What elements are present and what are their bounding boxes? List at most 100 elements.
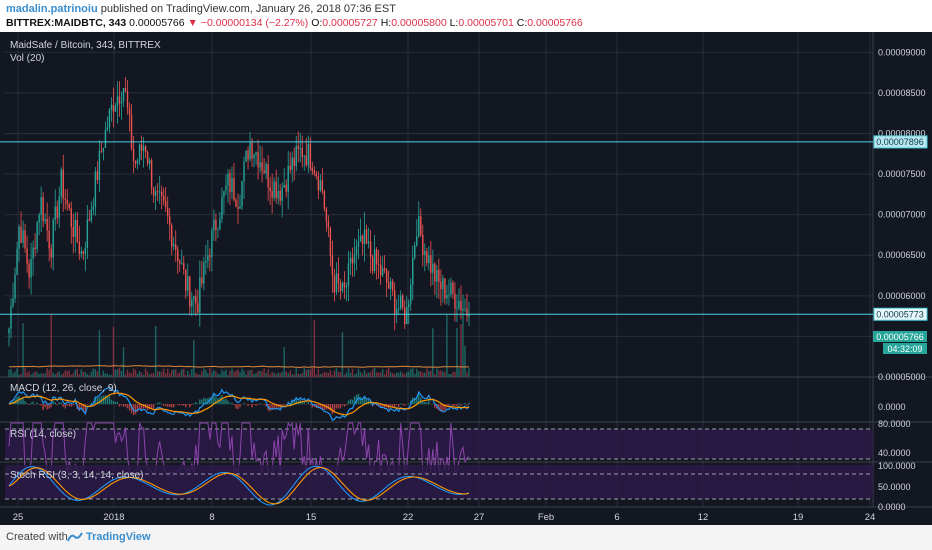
volume-bar bbox=[321, 373, 324, 377]
price-change: −0.00000134 (−2.27%) bbox=[200, 17, 309, 29]
macd-histogram-bar bbox=[30, 402, 32, 405]
macd-histogram-bar bbox=[62, 404, 64, 407]
high-label: H: bbox=[380, 17, 392, 29]
volume-bar bbox=[64, 370, 66, 377]
volume-bar bbox=[221, 369, 223, 377]
price-pane[interactable]: MaidSafe / Bitcoin, 343, BITTREX Vol (20… bbox=[0, 40, 873, 377]
macd-histogram-bar bbox=[90, 402, 93, 405]
macd-histogram-bar bbox=[94, 396, 97, 405]
macd-histogram-bar bbox=[201, 399, 203, 405]
macd-histogram-bar bbox=[197, 403, 199, 405]
author-link[interactable]: madalin.patrinoiu bbox=[6, 3, 98, 15]
candle-body bbox=[275, 181, 277, 199]
macd-histogram-bar bbox=[156, 402, 159, 405]
macd-histogram-bar bbox=[275, 404, 277, 409]
macd-histogram-bar bbox=[381, 404, 384, 408]
price-line-label-box bbox=[873, 307, 928, 321]
candle-body bbox=[22, 230, 24, 243]
time-axis-tick: 15 bbox=[306, 512, 317, 523]
volume-bar bbox=[464, 345, 466, 377]
macd-pane[interactable]: MACD (12, 26, close, 9) bbox=[8, 383, 470, 422]
macd-histogram-bar bbox=[383, 404, 386, 408]
price-axis-tick: 0.00007500 bbox=[878, 169, 926, 179]
macd-histogram-bar bbox=[379, 404, 382, 408]
volume-bar bbox=[197, 374, 199, 377]
time-axis[interactable]: 25 2018 8 15 22 27 Feb 6 12 19 24 bbox=[13, 512, 876, 523]
macd-histogram-bar bbox=[395, 404, 398, 406]
volume-bar bbox=[191, 369, 193, 377]
candle-body bbox=[50, 248, 52, 258]
macd-histogram-bar bbox=[140, 404, 143, 411]
volume-bar bbox=[68, 370, 70, 377]
candle-body bbox=[92, 206, 95, 210]
volume-bar bbox=[38, 374, 40, 377]
candle-body bbox=[84, 247, 87, 254]
candle-body bbox=[24, 230, 26, 249]
volume-bar bbox=[32, 373, 34, 377]
volume-bar bbox=[162, 368, 165, 377]
candle-body bbox=[229, 173, 231, 193]
candle-body bbox=[436, 269, 438, 282]
volume-bar bbox=[402, 372, 404, 377]
candle-body bbox=[271, 191, 273, 198]
volume-bar bbox=[259, 370, 261, 377]
volume-bar bbox=[211, 372, 213, 377]
volume-bar bbox=[406, 372, 408, 377]
macd-histogram-bar bbox=[321, 404, 324, 409]
macd-histogram-bar bbox=[460, 404, 462, 406]
volume-bar bbox=[136, 373, 139, 377]
macd-histogram-bar bbox=[124, 404, 127, 407]
macd-histogram-bar bbox=[171, 404, 173, 408]
candle-body bbox=[440, 281, 442, 290]
macd-histogram-bar bbox=[281, 404, 283, 405]
stoch-rsi-pane[interactable]: Stoch RSI (3, 3, 14, 14, close) bbox=[5, 465, 873, 506]
volume-bar bbox=[193, 340, 195, 377]
volume-bar bbox=[20, 373, 22, 377]
candle-body bbox=[239, 206, 241, 209]
volume-bar bbox=[299, 373, 301, 377]
rsi-pane[interactable]: RSI (14, close) bbox=[5, 421, 873, 475]
macd-histogram-bar bbox=[301, 402, 303, 405]
candle-body bbox=[8, 328, 10, 334]
volume-bar bbox=[468, 368, 470, 377]
macd-histogram-bar bbox=[418, 393, 420, 405]
macd-histogram-bar bbox=[50, 404, 52, 408]
macd-histogram-bar bbox=[80, 404, 83, 409]
candle-body bbox=[307, 143, 310, 166]
macd-histogram-bar bbox=[468, 402, 470, 405]
high-value: 0.00005800 bbox=[391, 17, 447, 29]
macd-histogram-bar bbox=[106, 396, 109, 405]
candle-body bbox=[430, 255, 432, 273]
volume-indicator-label: Vol (20) bbox=[10, 53, 44, 64]
candle-body bbox=[247, 150, 249, 160]
macd-histogram-bar bbox=[283, 404, 285, 405]
tradingview-brand-link[interactable]: TradingView bbox=[86, 531, 151, 543]
macd-histogram-bar bbox=[285, 404, 287, 405]
macd-histogram-bar bbox=[303, 401, 305, 405]
candle-body bbox=[44, 219, 46, 222]
volume-bar bbox=[349, 372, 352, 377]
volume-bar bbox=[54, 374, 56, 377]
candle-body bbox=[329, 227, 332, 256]
volume-bar bbox=[271, 372, 273, 377]
macd-histogram-bar bbox=[118, 404, 121, 407]
candle-body bbox=[112, 104, 115, 112]
volume-bar bbox=[229, 370, 231, 377]
macd-histogram-bar bbox=[82, 404, 85, 411]
candle-body bbox=[391, 281, 394, 291]
candle-body bbox=[444, 278, 446, 299]
candle-body bbox=[76, 220, 79, 242]
time-axis-tick: 12 bbox=[698, 512, 709, 523]
chart-area[interactable]: MaidSafe / Bitcoin, 343, BITTREX Vol (20… bbox=[0, 32, 932, 525]
chart-svg[interactable]: MaidSafe / Bitcoin, 343, BITTREX Vol (20… bbox=[0, 32, 932, 525]
macd-histogram-bar bbox=[24, 401, 26, 405]
macd-histogram-bar bbox=[466, 404, 468, 406]
macd-histogram-bar bbox=[195, 402, 197, 405]
volume-bar bbox=[82, 371, 85, 377]
volume-bar bbox=[363, 370, 366, 377]
low-label: L: bbox=[449, 17, 459, 29]
macd-histogram-bar bbox=[397, 404, 400, 408]
volume-bar bbox=[249, 369, 251, 377]
candle-body bbox=[393, 290, 396, 315]
candle-body bbox=[64, 198, 66, 200]
